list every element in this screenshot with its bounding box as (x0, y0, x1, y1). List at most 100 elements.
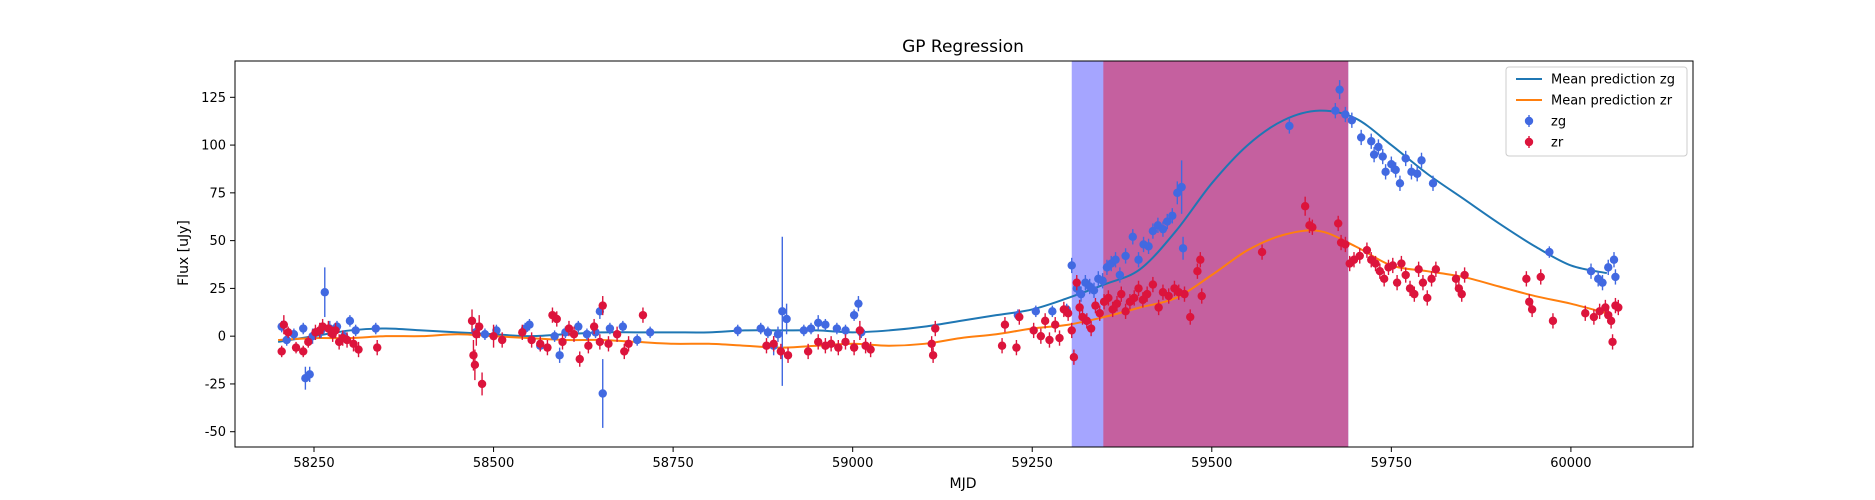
data-point-zg (1545, 247, 1554, 257)
data-point-zr (604, 339, 613, 349)
data-point-zg (1335, 85, 1344, 94)
data-point-zr (1012, 343, 1021, 352)
data-point-zg (782, 314, 791, 324)
data-point-zr (1045, 335, 1054, 345)
data-point-zr (489, 331, 498, 341)
shaded-region-2 (1103, 61, 1349, 447)
data-point-zr (1186, 312, 1195, 322)
data-point-zr (1086, 324, 1096, 333)
data-point-zr (1371, 259, 1380, 268)
data-point-zr (331, 326, 340, 335)
data-point-zg (1158, 224, 1168, 234)
data-point-zg (550, 331, 559, 341)
data-point-zr (283, 328, 293, 337)
data-point-zr (1000, 320, 1010, 329)
data-point-zr (279, 320, 289, 329)
data-point-zg (1168, 211, 1177, 220)
data-point-zg (1413, 169, 1422, 178)
y-tick-label: -25 (205, 377, 226, 392)
data-point-zg (605, 324, 615, 333)
legend-entry-label: Mean prediction zg (1551, 73, 1675, 88)
data-point-zr (814, 337, 823, 347)
data-point-zg (756, 324, 765, 333)
data-point-zg (1067, 261, 1076, 270)
data-point-zr (1427, 274, 1436, 284)
data-point-zr (472, 330, 481, 339)
x-axis-label: MJD (950, 476, 977, 492)
data-point-zr (299, 347, 308, 356)
data-point-zr (575, 354, 584, 364)
data-point-zg (1098, 276, 1107, 285)
data-point-zg (574, 322, 583, 331)
data-point-zg (525, 320, 534, 329)
data-point-zg (1144, 242, 1153, 251)
data-point-zr (1405, 284, 1415, 293)
data-point-zg (1374, 142, 1383, 152)
data-point-zg (1115, 270, 1125, 280)
data-point-zr (1082, 316, 1092, 326)
data-point-zr (1040, 316, 1050, 326)
data-point-zg (1331, 106, 1340, 115)
data-point-zg (480, 330, 490, 339)
data-point-zr (762, 341, 771, 350)
data-point-zg (1391, 165, 1400, 175)
x-tick-label: 60000 (1550, 456, 1591, 471)
data-point-zr (1333, 219, 1343, 228)
data-point-zr (1130, 293, 1139, 303)
data-point-zg (351, 326, 360, 335)
x-tick-label: 59750 (1371, 456, 1412, 471)
data-point-zg (1134, 255, 1143, 264)
data-point-zr (620, 347, 629, 356)
data-point-zr (1117, 289, 1126, 299)
data-point-zg (1111, 255, 1120, 264)
data-point-zr (1029, 326, 1038, 335)
data-point-zg (821, 320, 830, 329)
data-point-zr (467, 316, 477, 326)
data-point-zr (1138, 295, 1148, 305)
data-point-zg (1369, 150, 1379, 159)
data-point-zr (1341, 240, 1350, 249)
data-point-zr (1154, 303, 1163, 312)
data-point-zr (1036, 331, 1046, 341)
data-point-zr (518, 328, 527, 337)
y-tick-label: 50 (209, 234, 226, 249)
data-point-zg (345, 316, 355, 326)
data-point-zg (778, 307, 787, 316)
data-point-zr (1055, 333, 1064, 343)
data-point-zr (584, 341, 593, 350)
data-point-zg (1401, 154, 1410, 163)
data-point-zg (733, 326, 742, 335)
data-point-zr (474, 322, 484, 331)
data-point-zg (1076, 289, 1086, 299)
data-point-zg (633, 335, 642, 345)
data-point-zr (834, 343, 843, 352)
data-point-zg (832, 324, 842, 333)
data-point-zr (1197, 291, 1206, 301)
data-point-zg (555, 351, 564, 360)
data-point-zr (1193, 266, 1202, 276)
data-point-zr (1112, 299, 1122, 308)
x-tick-label: 59500 (1191, 456, 1232, 471)
data-point-zg (854, 299, 863, 308)
plot-area: 58250 58500 58750 59000 59250 59500 59750 60000… (201, 60, 1694, 471)
data-point-zg (1428, 179, 1438, 188)
y-tick-label: 100 (201, 139, 226, 154)
data-point-zg (1163, 217, 1172, 226)
data-point-zr (1522, 274, 1531, 284)
data-point-zr (1067, 326, 1076, 335)
data-point-zg (1387, 159, 1396, 169)
data-point-zg (1178, 244, 1188, 253)
y-tick-label: 75 (209, 186, 226, 201)
legend-entry-label: Mean prediction zr (1551, 94, 1673, 109)
data-point-zr (1581, 309, 1590, 318)
data-point-zr (595, 337, 605, 347)
data-point-zr (1608, 337, 1617, 347)
data-point-zr (1164, 291, 1173, 301)
data-point-zr (569, 330, 579, 339)
data-point-zg (1347, 116, 1357, 125)
data-point-zr (469, 351, 478, 360)
data-point-zg (1048, 307, 1057, 316)
data-point-zg (1417, 156, 1426, 165)
data-point-zg (799, 326, 809, 335)
